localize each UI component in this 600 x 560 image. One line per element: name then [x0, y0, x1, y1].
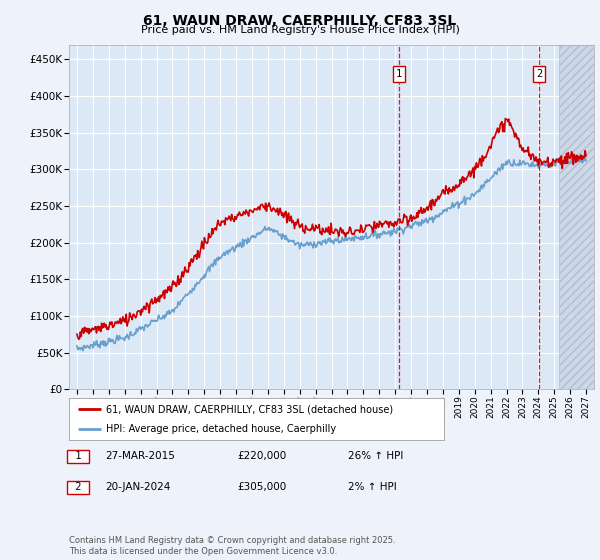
Text: Price paid vs. HM Land Registry's House Price Index (HPI): Price paid vs. HM Land Registry's House …: [140, 25, 460, 35]
Bar: [559, 45, 594, 389]
Text: £305,000: £305,000: [237, 482, 286, 492]
Text: 2: 2: [536, 69, 542, 79]
Text: 1: 1: [69, 451, 88, 461]
Text: 2% ↑ HPI: 2% ↑ HPI: [348, 482, 397, 492]
Text: £220,000: £220,000: [237, 451, 286, 461]
Text: 61, WAUN DRAW, CAERPHILLY, CF83 3SL (detached house): 61, WAUN DRAW, CAERPHILLY, CF83 3SL (det…: [107, 404, 394, 414]
Text: 2: 2: [69, 482, 88, 492]
Text: 20-JAN-2024: 20-JAN-2024: [105, 482, 170, 492]
Text: 61, WAUN DRAW, CAERPHILLY, CF83 3SL: 61, WAUN DRAW, CAERPHILLY, CF83 3SL: [143, 14, 457, 28]
Text: Contains HM Land Registry data © Crown copyright and database right 2025.
This d: Contains HM Land Registry data © Crown c…: [69, 536, 395, 556]
Text: 27-MAR-2015: 27-MAR-2015: [105, 451, 175, 461]
Text: 26% ↑ HPI: 26% ↑ HPI: [348, 451, 403, 461]
Text: HPI: Average price, detached house, Caerphilly: HPI: Average price, detached house, Caer…: [107, 424, 337, 434]
Text: 1: 1: [395, 69, 402, 79]
